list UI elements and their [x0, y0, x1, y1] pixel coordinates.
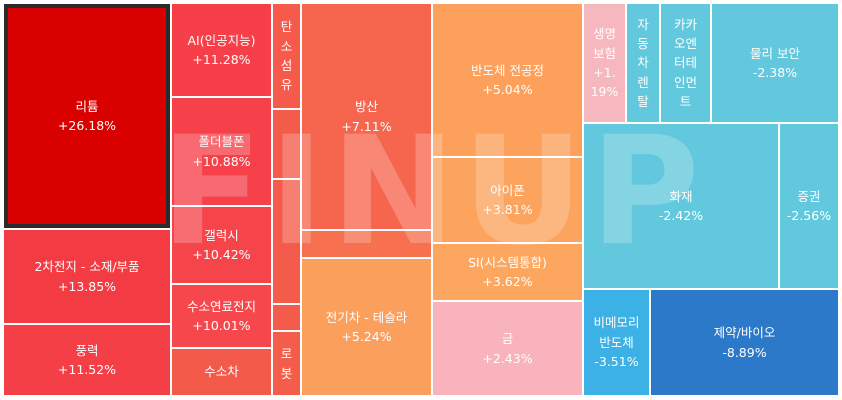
- tile-label: 카카오엔터테인먼트: [673, 16, 697, 110]
- treemap-tile-ev-tesla[interactable]: 전기차 - 테슬라 +5.24%: [302, 259, 431, 395]
- tile-label: 폴더블폰: [198, 134, 245, 150]
- tile-value: +10.01%: [192, 318, 251, 333]
- treemap-tile-life-ins[interactable]: 생명보험 +1.19%: [584, 4, 625, 122]
- treemap-tile-iphone[interactable]: 아이폰 +3.81%: [433, 158, 582, 242]
- treemap-tile-phys-sec[interactable]: 물리 보안 -2.38%: [712, 4, 838, 122]
- treemap-tile-securities[interactable]: 증권 -2.56%: [780, 124, 838, 288]
- tile-label: 자동차렌탈: [637, 16, 649, 110]
- tile-label: 전기차 - 테슬라: [325, 309, 408, 325]
- tile-value: +11.28%: [192, 52, 251, 67]
- tile-value: +3.62%: [482, 274, 533, 289]
- tile-label: 수소연료전지: [186, 298, 256, 314]
- tile-value: -2.38%: [752, 65, 798, 80]
- treemap-tile-autonomous[interactable]: 자동차렌탈: [627, 4, 659, 122]
- tile-label: AI(인공지능): [187, 32, 256, 48]
- tile-label: 비메모리 반도체: [593, 315, 640, 350]
- treemap-tile-gold[interactable]: 금 +2.43%: [433, 302, 582, 395]
- tile-label: 금: [501, 331, 514, 347]
- treemap-tile-lithium[interactable]: 리튬 +26.18%: [4, 4, 170, 228]
- tile-label: 아이폰: [490, 182, 525, 198]
- treemap-tile-pharma[interactable]: 제약/바이오 -8.89%: [651, 290, 838, 395]
- tile-label: 방산: [354, 99, 378, 115]
- tile-value: -8.89%: [722, 344, 767, 360]
- tile-label: 2차전지 - 소재/부품: [34, 259, 140, 275]
- tile-value: +3.81%: [482, 202, 533, 217]
- treemap-tile-galaxy[interactable]: 갤럭시 +10.42%: [172, 207, 271, 283]
- treemap-tile-wind[interactable]: 풍력 +11.52%: [4, 325, 170, 395]
- tile-value: +10.42%: [192, 247, 251, 262]
- tile-label: 수소차: [204, 364, 239, 380]
- treemap-tile-small-b[interactable]: [273, 180, 300, 303]
- treemap-tile-si[interactable]: SI(시스템통합) +3.62%: [433, 244, 582, 300]
- tile-value: +13.85%: [57, 278, 117, 294]
- treemap-tile-chem[interactable]: 화재 -2.42%: [584, 124, 778, 288]
- treemap-tile-robot[interactable]: 로봇: [273, 332, 300, 395]
- treemap-tile-ai[interactable]: AI(인공지능) +11.28%: [172, 4, 271, 96]
- tile-value: +26.18%: [57, 118, 117, 133]
- tile-label: SI(시스템통합): [468, 254, 547, 270]
- treemap-tile-battery[interactable]: 2차전지 - 소재/부품 +13.85%: [4, 230, 170, 323]
- treemap-tile-small-a[interactable]: [273, 110, 300, 178]
- tile-value: +7.11%: [341, 118, 392, 134]
- tile-value: +11.52%: [57, 362, 117, 377]
- tile-label: 생명보험: [592, 26, 616, 61]
- tile-value: +5.24%: [341, 329, 392, 344]
- treemap-tile-defense[interactable]: 방산 +7.11%: [302, 4, 431, 229]
- tile-value: -2.56%: [786, 208, 832, 223]
- tile-label: 갤럭시: [204, 227, 239, 243]
- tile-label: 물리 보안: [750, 45, 800, 61]
- treemap-tile-kakao[interactable]: 카카오엔터테인먼트: [661, 4, 710, 122]
- treemap-tile-fuelcell[interactable]: 수소연료전지 +10.01%: [172, 285, 271, 347]
- treemap-tile-nonmem[interactable]: 비메모리 반도체 -3.51%: [584, 290, 649, 395]
- tile-label: 화재: [669, 188, 693, 204]
- tile-label: 반도체 전공정: [471, 62, 544, 78]
- treemap-tile-small-d[interactable]: [302, 231, 431, 257]
- tile-label: 제약/바이오: [713, 325, 776, 341]
- treemap-tile-hydrogen-car[interactable]: 수소차: [172, 349, 271, 395]
- treemap-tile-foldable[interactable]: 폴더블폰 +10.88%: [172, 98, 271, 205]
- tile-value: +5.04%: [482, 82, 533, 97]
- tile-label: 리튬: [75, 98, 99, 114]
- tile-value: +1.19%: [590, 65, 619, 100]
- tile-label: 증권: [797, 188, 821, 204]
- tile-label: 풍력: [75, 342, 99, 358]
- tile-value: +10.88%: [192, 153, 251, 169]
- treemap-tile-small-c[interactable]: [273, 305, 300, 330]
- treemap-tile-semi-process[interactable]: 반도체 전공정 +5.04%: [433, 4, 582, 156]
- tile-value: -2.42%: [658, 208, 704, 223]
- tile-value: -3.51%: [594, 354, 639, 370]
- tile-label: 탄소섬유: [280, 19, 293, 93]
- treemap-tile-carbon-fiber[interactable]: 탄소섬유: [273, 4, 300, 108]
- tile-label: 로봇: [280, 346, 293, 381]
- tile-value: +2.43%: [482, 350, 533, 366]
